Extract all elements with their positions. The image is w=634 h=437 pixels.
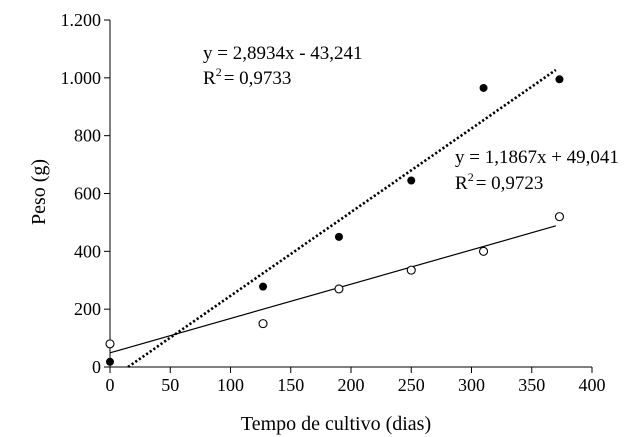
- trendlines: [109, 68, 557, 369]
- trendline-annotation-1: y = 2,8934x - 43,241 R2 = 0,9733: [203, 43, 363, 89]
- filled-point: [106, 357, 114, 366]
- x-tick-label: 0: [106, 375, 115, 395]
- trendline-1: [127, 68, 557, 369]
- x-tick-label: 100: [217, 375, 244, 395]
- y-tick-label: 200: [74, 299, 101, 319]
- y-tick-label: 1.200: [61, 10, 102, 30]
- trendline-2: [109, 225, 557, 354]
- filled-point: [334, 232, 343, 241]
- y-tick-label: 600: [74, 184, 101, 204]
- x-axis-title: Tempo de cultivo (dias): [241, 413, 431, 435]
- x-tick-label: 200: [338, 375, 365, 395]
- x-tick-label: 250: [398, 375, 425, 395]
- open-point: [334, 284, 344, 294]
- filled-point: [479, 83, 488, 92]
- y-tick-label: 400: [74, 241, 101, 261]
- open-point: [478, 246, 489, 256]
- y-axis-title: Peso (g): [28, 159, 50, 225]
- x-tick-label: 300: [458, 375, 485, 395]
- x-tick-label: 150: [277, 375, 304, 395]
- y-axis-ticks: 0 200 400 600 800 1.000 1.200: [61, 10, 110, 377]
- filled-point: [407, 176, 416, 185]
- r2-label-2: R2 = 0,9723: [455, 170, 543, 194]
- filled-point: [555, 75, 564, 84]
- y-tick-label: 0: [92, 357, 101, 377]
- x-tick-label: 50: [161, 375, 179, 395]
- equation-label-1: y = 2,8934x - 43,241: [203, 43, 363, 64]
- data-points: [105, 75, 565, 366]
- y-tick-label: 800: [74, 126, 101, 146]
- x-axis-ticks: 0 50 100 150 200 250 300 350 400: [106, 367, 606, 395]
- r2-label-1: R2 = 0,9733: [203, 65, 291, 89]
- open-point: [406, 265, 416, 275]
- trendline-annotation-2: y = 1,1867x + 49,041 R2 = 0,9723: [455, 147, 619, 194]
- open-point: [258, 319, 268, 329]
- x-tick-label: 400: [579, 375, 606, 395]
- filled-point: [259, 282, 268, 291]
- open-point: [554, 212, 565, 222]
- x-tick-label: 350: [518, 375, 545, 395]
- equation-label-2: y = 1,1867x + 49,041: [455, 147, 619, 168]
- open-point: [105, 339, 115, 349]
- y-tick-label: 1.000: [61, 68, 102, 88]
